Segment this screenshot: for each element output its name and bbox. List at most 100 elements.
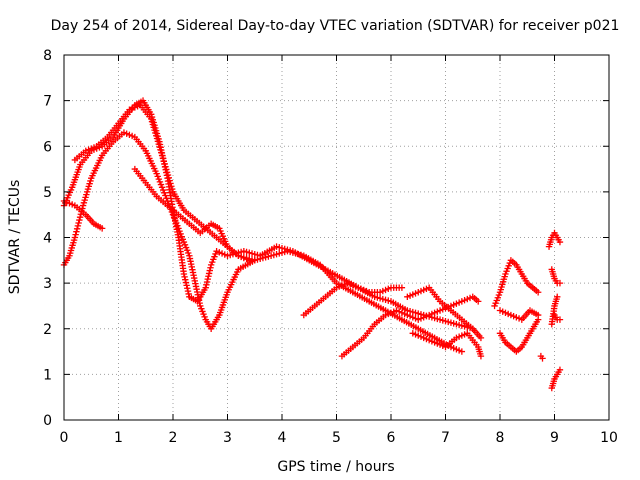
data-point [475,298,482,305]
data-point [156,143,163,151]
data-point [150,124,157,131]
data-point [154,138,162,145]
data-point [539,355,546,362]
series-track-p [551,311,564,323]
data-point [163,169,171,176]
data-point [207,264,214,271]
x-tick-label: 8 [496,430,505,446]
series-track-m [537,352,546,362]
y-tick-label: 4 [43,231,52,247]
series-track-h [404,284,485,342]
data-point [149,121,157,128]
data-point [148,115,155,123]
data-point [183,282,190,289]
y-tick-label: 6 [43,139,52,155]
data-point [161,160,168,167]
x-tick-label: 3 [223,430,232,446]
data-point [554,293,561,301]
data-point [185,290,192,298]
y-axis-label: SDTVAR / TECUs [7,180,23,295]
series-track-k [491,257,542,310]
y-tick-label: 3 [43,276,52,292]
data-point [184,285,191,292]
data-point [458,348,466,355]
data-point [153,132,160,139]
data-point [477,334,485,342]
data-point [556,316,564,323]
data-point [148,118,156,125]
x-tick-label: 0 [60,430,69,446]
series-track-n [548,266,564,287]
data-point [180,270,188,278]
data-point [556,238,564,246]
data-point [167,180,174,187]
data-point [556,279,564,287]
y-tick-label: 2 [43,322,52,338]
data-point [153,135,161,142]
y-tick-label: 1 [43,367,52,383]
x-tick-label: 5 [332,430,341,446]
series-track-f [300,279,406,319]
series-track-i [409,330,485,360]
data-point [168,185,176,193]
data-point [181,273,188,281]
data-point [556,366,564,374]
x-tick-label: 4 [278,430,287,446]
data-point [182,279,190,286]
data-point [152,129,159,137]
data-point [155,140,162,148]
x-tick-label: 6 [387,430,396,446]
series-track-q [545,229,564,250]
x-tick-label: 7 [441,430,450,446]
data-point [75,219,82,227]
y-tick-label: 7 [43,94,52,110]
y-tick-label: 0 [43,413,52,429]
series-track-j [496,316,542,355]
data-point [203,281,210,289]
data-point [73,228,80,235]
y-tick-label: 8 [43,48,52,64]
series-track-r [548,366,564,392]
grid-lines [64,55,609,420]
data-point [71,234,79,241]
data-point [73,225,81,232]
data-point [72,231,79,238]
data-point [162,163,169,170]
x-tick-label: 2 [169,430,178,446]
data-point [160,157,167,165]
x-tick-label: 10 [600,430,618,446]
data-point [168,183,175,190]
data-point [98,225,106,232]
x-tick-label: 1 [114,430,123,446]
series-track-e [131,165,258,264]
data-point [157,146,164,153]
data-point [151,126,158,134]
data-point [158,149,165,156]
data-point [205,270,213,277]
data-points [60,97,564,392]
series-track-c [60,197,106,232]
data-point [159,154,167,162]
series-track-g [338,293,482,360]
data-point [202,284,209,291]
y-axis-ticks: 0 1 2 3 4 5 6 7 8 [43,48,609,429]
data-point [534,311,542,319]
data-point [165,174,173,182]
data-point [206,267,213,274]
data-point [203,278,211,286]
y-tick-label: 5 [43,185,52,201]
series-track-b [60,129,466,355]
data-point [184,287,192,295]
data-point [74,222,82,230]
data-point [204,275,211,283]
data-point [534,289,542,296]
x-tick-label: 9 [550,430,559,446]
x-axis-ticks: 0 1 2 3 4 5 6 7 8 9 10 [60,55,618,446]
data-point [76,216,83,224]
data-point [251,257,258,264]
data-point [164,171,172,179]
data-point [182,276,189,283]
x-axis-label: GPS time / hours [277,459,394,475]
chart-title: Day 254 of 2014, Sidereal Day-to-day VTE… [51,18,620,34]
